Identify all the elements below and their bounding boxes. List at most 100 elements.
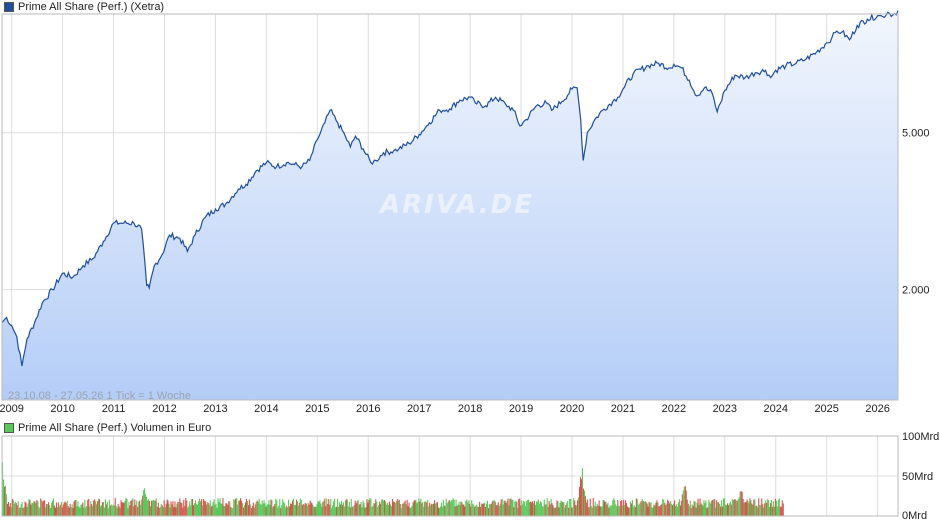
- volume-bar: [532, 503, 534, 516]
- volume-bar: [59, 504, 61, 516]
- volume-bar: [577, 500, 579, 516]
- volume-bar: [483, 503, 485, 516]
- volume-bar: [319, 500, 321, 516]
- price-line: [1, 10, 899, 367]
- volume-bar: [228, 501, 230, 516]
- volume-bar: [17, 501, 19, 516]
- volume-bar: [507, 498, 509, 516]
- volume-bar: [175, 507, 177, 516]
- volume-bar: [530, 501, 532, 516]
- volume-bar: [148, 499, 150, 516]
- volume-bar: [267, 504, 269, 516]
- volume-bar: [630, 503, 632, 516]
- volume-bar: [297, 505, 299, 516]
- volume-bar: [580, 477, 582, 516]
- volume-bar: [263, 500, 265, 516]
- volume-bar: [531, 502, 533, 516]
- volume-bar: [225, 503, 227, 516]
- volume-bar: [52, 500, 54, 516]
- volume-bar: [248, 499, 250, 516]
- volume-bar: [197, 501, 199, 516]
- volume-bar: [4, 486, 6, 516]
- volume-bar: [393, 502, 395, 516]
- volume-bar: [97, 501, 99, 516]
- volume-bar: [617, 500, 619, 516]
- volume-bar: [243, 507, 245, 516]
- volume-bar: [592, 498, 594, 516]
- volume-bar: [605, 501, 607, 516]
- volume-bar: [761, 498, 763, 516]
- volume-bar: [513, 507, 515, 516]
- volume-bar: [401, 504, 403, 516]
- volume-bar: [771, 506, 773, 516]
- volume-bar: [338, 506, 340, 516]
- volume-bar: [271, 500, 273, 516]
- volume-bar: [608, 507, 610, 516]
- volume-bar: [53, 505, 55, 516]
- volume-bar: [772, 501, 774, 516]
- volume-bar: [236, 498, 238, 516]
- volume-bar: [637, 505, 639, 516]
- volume-bar: [456, 505, 458, 516]
- volume-bar: [671, 504, 673, 516]
- volume-bar: [697, 498, 699, 516]
- volume-bar: [768, 500, 770, 516]
- volume-bar: [395, 501, 397, 516]
- volume-bar: [400, 508, 402, 516]
- volume-bar: [466, 499, 468, 516]
- volume-bar: [475, 505, 477, 516]
- volume-bar: [100, 505, 102, 516]
- volume-bar: [525, 505, 527, 516]
- volume-bar: [646, 503, 648, 516]
- volume-bar: [83, 507, 85, 516]
- volume-bar: [370, 498, 372, 516]
- volume-bar: [461, 502, 463, 516]
- volume-bar: [40, 498, 42, 516]
- volume-bar: [544, 504, 546, 516]
- volume-bar: [124, 500, 126, 516]
- volume-bar: [16, 505, 18, 516]
- volume-bar: [463, 504, 465, 516]
- volume-bar: [186, 500, 188, 516]
- volume-bar: [479, 501, 481, 516]
- volume-bar: [394, 503, 396, 516]
- volume-bar: [492, 500, 494, 516]
- volume-bar: [766, 502, 768, 516]
- volume-bar: [632, 506, 634, 516]
- volume-bar: [269, 504, 271, 516]
- volume-bar: [123, 502, 125, 516]
- volume-bar: [427, 500, 429, 516]
- volume-bar: [290, 503, 292, 516]
- volume-bar: [388, 504, 390, 516]
- volume-bar: [71, 504, 73, 516]
- volume-bar: [335, 507, 337, 516]
- volume-bar: [339, 502, 341, 516]
- volume-bar: [445, 498, 447, 516]
- volume-bar: [230, 506, 232, 516]
- volume-bar: [171, 504, 173, 516]
- volume-bar: [9, 503, 11, 516]
- volume-bar: [168, 504, 170, 516]
- volume-bar: [74, 500, 76, 516]
- volume-bar: [669, 503, 671, 516]
- volume-bar: [340, 500, 342, 516]
- volume-bar: [528, 499, 530, 516]
- volume-bar: [686, 499, 688, 516]
- volume-bar: [386, 504, 388, 516]
- volume-bar: [86, 505, 88, 516]
- volume-bar: [428, 506, 430, 516]
- volume-bar: [433, 503, 435, 516]
- volume-bar: [561, 501, 563, 516]
- volume-bar: [700, 502, 702, 516]
- volume-bar: [10, 507, 12, 516]
- x-tick-label-2013: 2013: [203, 403, 227, 415]
- volume-bar: [38, 506, 40, 516]
- volume-bar: [621, 500, 623, 516]
- volume-bar: [149, 506, 151, 516]
- volume-bar: [355, 503, 357, 516]
- volume-bar: [250, 508, 252, 516]
- volume-bar: [645, 502, 647, 516]
- legend-volume-swatch: [4, 423, 14, 433]
- volume-bar: [535, 501, 537, 516]
- volume-bar: [328, 499, 330, 516]
